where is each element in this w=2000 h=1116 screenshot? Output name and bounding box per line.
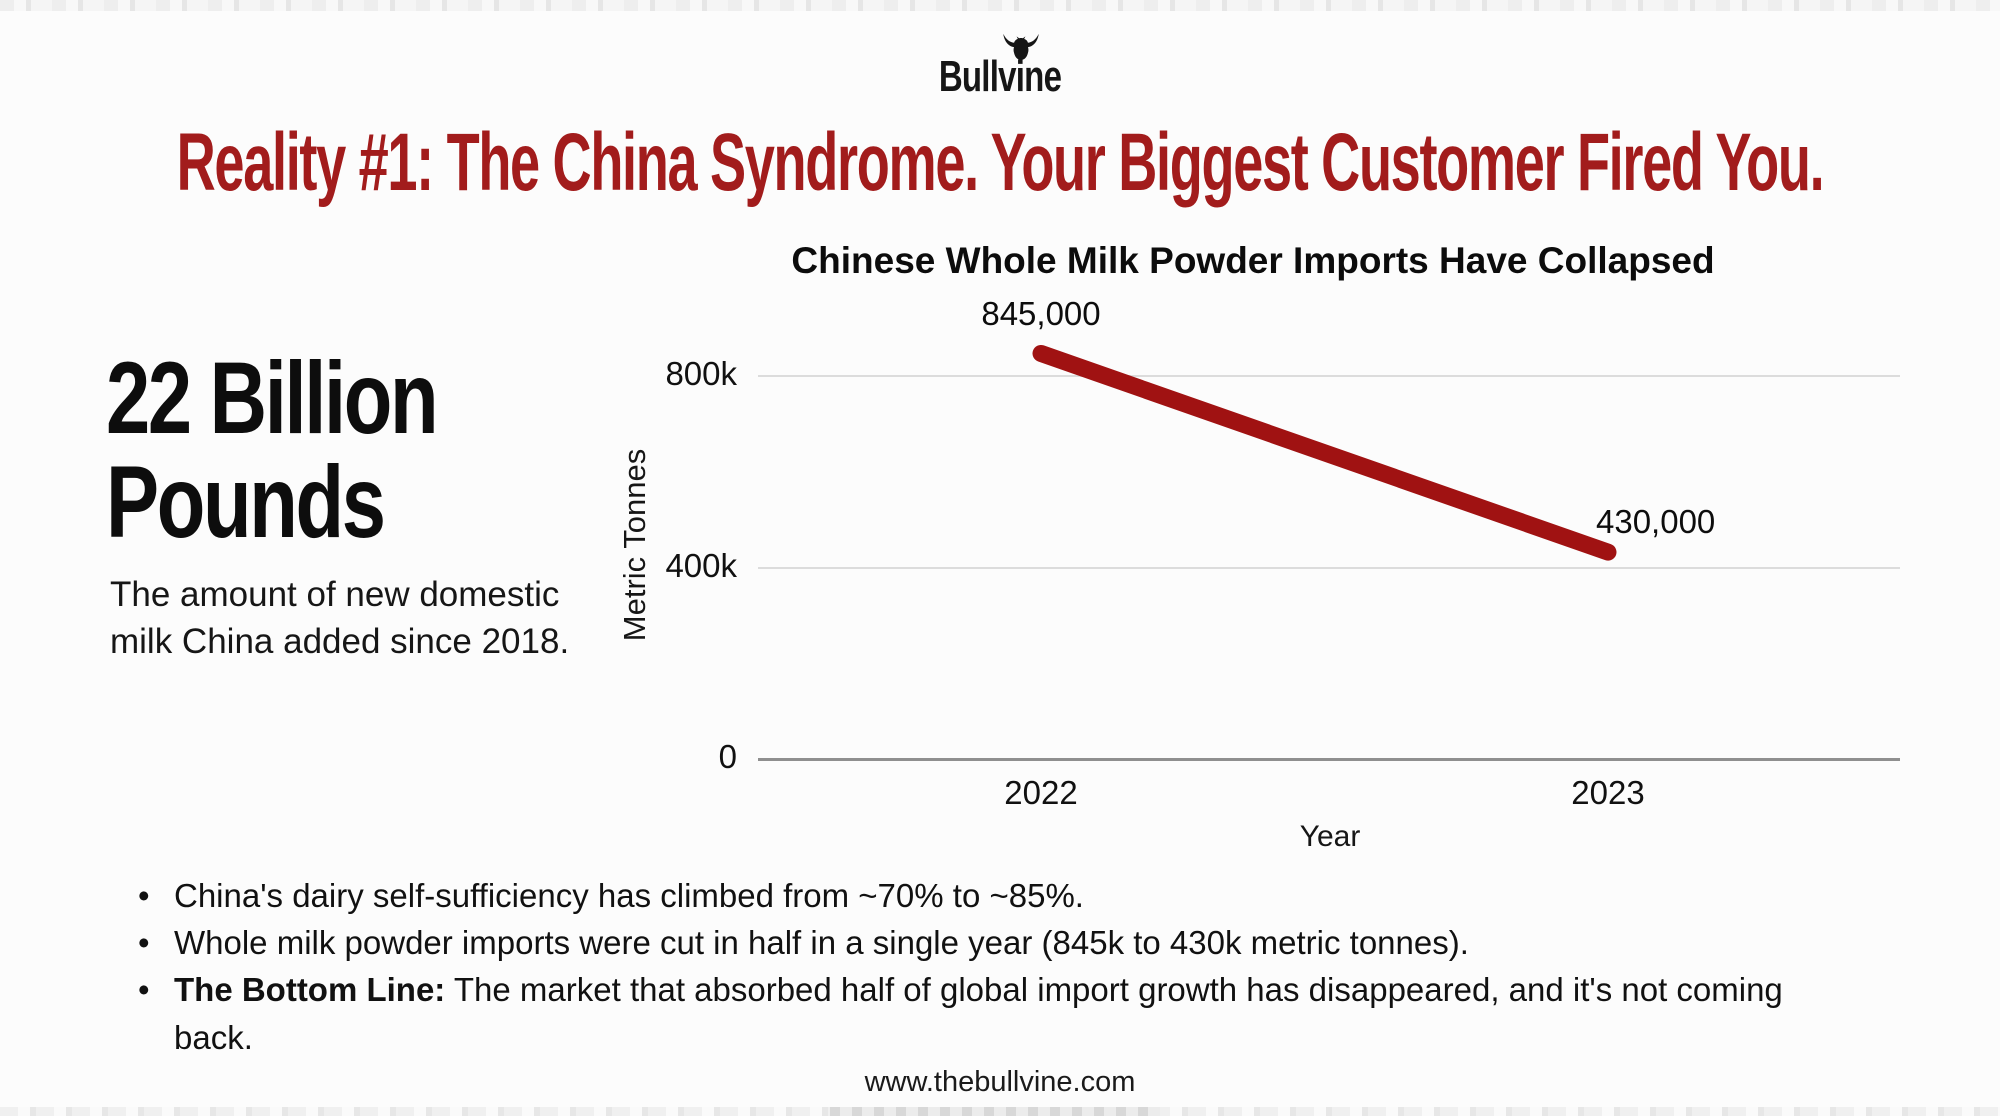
- stat-value: 22 Billion Pounds: [106, 341, 439, 560]
- x-tick-label: 2022: [1004, 774, 1078, 811]
- data-label: 430,000: [1596, 503, 1716, 541]
- gridline: [758, 375, 1900, 377]
- bull-head-icon: [1003, 33, 1039, 60]
- key-points-list: China's dairy self-sufficiency has climb…: [132, 872, 1812, 1061]
- bullet-bold-prefix: The Bottom Line:: [174, 971, 446, 1009]
- noise-band-bottom-center: [830, 1107, 1160, 1116]
- page-title: Reality #1: The China Syndrome. Your Big…: [176, 117, 1825, 208]
- gridline: [758, 758, 1900, 761]
- x-axis-label: Year: [1299, 820, 1361, 853]
- bullet-text: Whole milk powder imports were cut in ha…: [174, 924, 1469, 962]
- y-tick-label: 0: [718, 738, 737, 776]
- website-url: www.thebullvine.com: [864, 1066, 1136, 1098]
- bullet-text: The market that absorbed half of global …: [174, 971, 1783, 1056]
- chart-title: Chinese Whole Milk Powder Imports Have C…: [791, 240, 1715, 281]
- y-tick-label: 800k: [665, 355, 737, 393]
- list-item: China's dairy self-sufficiency has climb…: [132, 872, 1812, 919]
- y-axis-label: Metric Tonnes: [617, 448, 652, 642]
- bullet-text: China's dairy self-sufficiency has climb…: [174, 877, 1084, 914]
- data-label: 845,000: [981, 295, 1101, 333]
- y-tick-label: 400k: [665, 546, 737, 584]
- stat-description: The amount of new domestic milk China ad…: [110, 575, 570, 661]
- gridline: [758, 566, 1900, 569]
- x-tick-label: 2023: [1571, 774, 1645, 811]
- list-item: Whole milk powder imports were cut in ha…: [132, 919, 1812, 966]
- noise-band-top: [0, 0, 2000, 11]
- logo-wordmark: Bullvine: [938, 52, 1062, 101]
- list-item: The Bottom Line: The market that absorbe…: [132, 966, 1812, 1060]
